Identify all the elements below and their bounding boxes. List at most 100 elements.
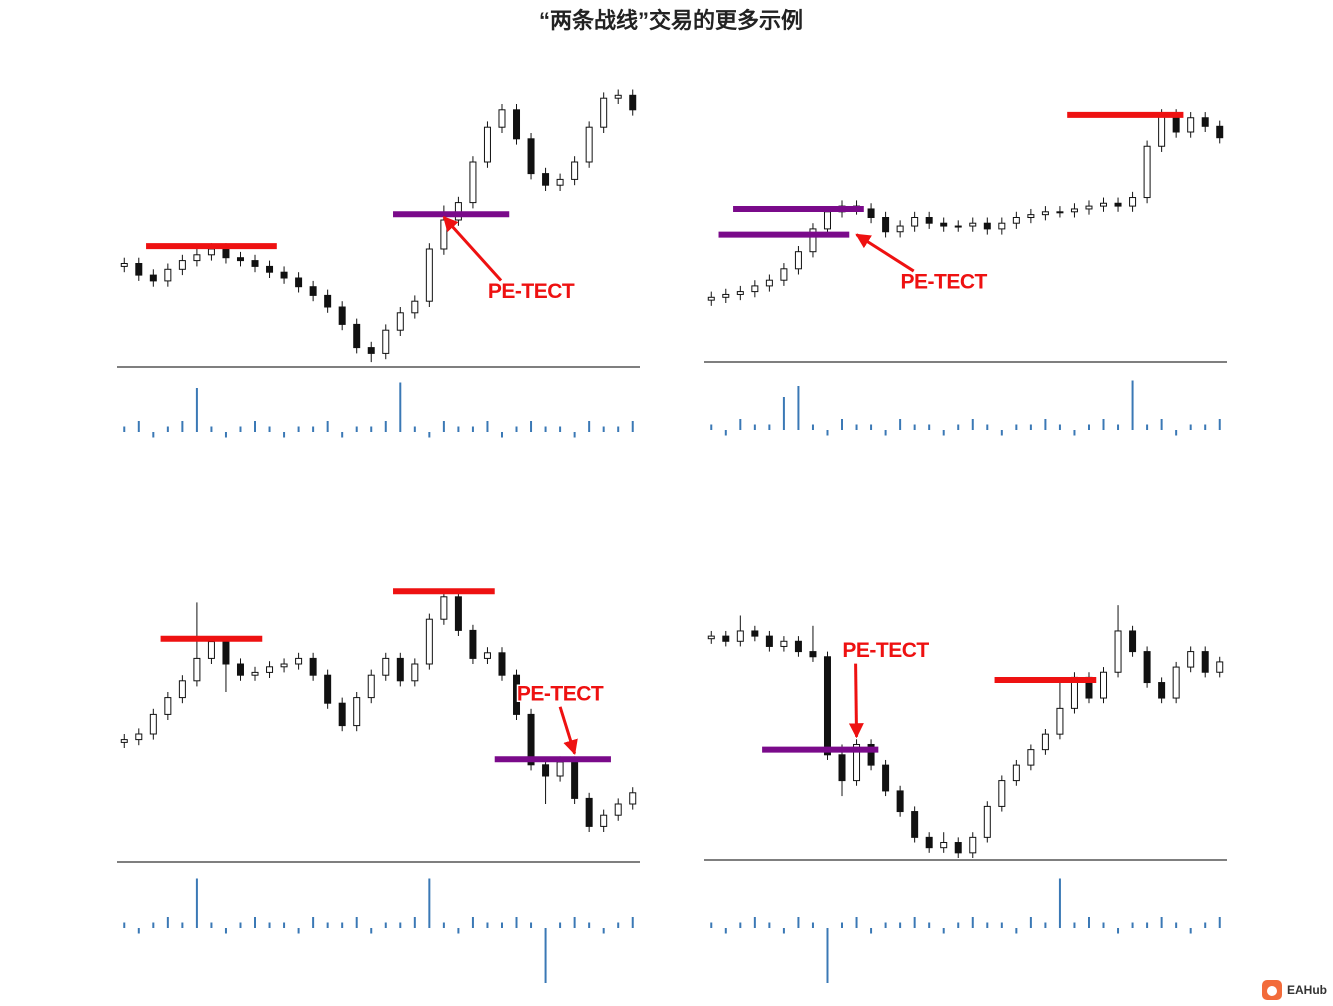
candle-body	[882, 217, 890, 233]
candle-body	[882, 764, 890, 792]
candle-body	[911, 811, 919, 838]
candle-body	[222, 248, 230, 259]
candle-body	[222, 641, 230, 665]
candle-body	[911, 217, 919, 227]
candle-body	[193, 254, 201, 262]
annotation-arrow	[848, 663, 864, 739]
candle-body	[780, 640, 788, 647]
candle-body	[1027, 214, 1035, 218]
candle-body	[382, 329, 390, 354]
candle-body	[736, 291, 744, 295]
candle-body	[896, 790, 904, 813]
candle-body	[425, 248, 433, 302]
candle-body	[120, 739, 128, 743]
candle-body	[629, 94, 637, 111]
candle-body	[411, 300, 419, 314]
candle-body	[207, 641, 215, 659]
candle-body	[954, 225, 962, 228]
candle-body	[1172, 666, 1180, 699]
candle-body	[178, 260, 186, 270]
candle-body	[266, 265, 274, 273]
candle-body	[1201, 117, 1209, 127]
candle-body	[411, 663, 419, 682]
candle-body	[1158, 682, 1166, 699]
candle-body	[794, 640, 802, 653]
candle-body	[925, 836, 933, 849]
candle-body	[1201, 651, 1209, 673]
candle-body	[280, 663, 288, 668]
candle-body	[1158, 114, 1166, 147]
candle-body	[765, 635, 773, 647]
candle-body	[867, 208, 875, 218]
candle-body	[353, 323, 361, 349]
candle-body	[556, 178, 564, 186]
candle-body	[164, 268, 172, 282]
candle-body	[1041, 211, 1049, 216]
annotation-arrow	[558, 706, 578, 756]
annotation-arrow	[855, 233, 915, 273]
candle-body	[454, 596, 462, 631]
candle-body	[498, 109, 506, 128]
candle-body	[266, 666, 274, 673]
candle-body	[440, 596, 448, 620]
candle-body	[823, 211, 831, 230]
candle-body	[135, 263, 143, 276]
candle-body	[236, 663, 244, 676]
candle-body	[1143, 651, 1151, 684]
candle-body	[396, 312, 404, 331]
candle-body	[896, 225, 904, 233]
candle-body	[722, 635, 730, 642]
candle-body	[707, 635, 715, 640]
candle-body	[1216, 125, 1224, 139]
candlestick-chart: PE-TECT	[117, 588, 640, 983]
candle-body	[178, 680, 186, 699]
candle-body	[1187, 651, 1195, 668]
candle-body	[614, 803, 622, 816]
annotation-text: PE-TECT	[901, 271, 988, 294]
candle-body	[983, 222, 991, 230]
candle-body	[396, 657, 404, 682]
candle-body	[1129, 197, 1137, 207]
candle-body	[1129, 630, 1137, 653]
candle-body	[164, 697, 172, 715]
candle-body	[469, 629, 477, 659]
candle-body	[1100, 202, 1108, 207]
candle-body	[542, 173, 550, 186]
candle-body	[149, 713, 157, 735]
candle-body	[207, 248, 215, 256]
candle-body	[1216, 661, 1224, 673]
candlestick-chart: PE-TECT	[117, 89, 640, 438]
candle-body	[367, 347, 375, 354]
candle-body	[1085, 205, 1093, 210]
candle-body	[135, 733, 143, 741]
candle-body	[483, 652, 491, 659]
candle-body	[809, 228, 817, 253]
annotation-arrow	[442, 215, 503, 282]
candle-body	[940, 842, 948, 849]
candle-body	[149, 274, 157, 282]
candle-body	[585, 126, 593, 163]
candle-body	[707, 296, 715, 301]
candle-body	[1114, 630, 1122, 673]
candlestick-chart: PE-TECT	[704, 109, 1227, 436]
candle-body	[280, 271, 288, 279]
annotation-text: PE-TECT	[842, 639, 929, 662]
logo: EAHub	[1262, 980, 1327, 1000]
candle-body	[794, 251, 802, 270]
candle-body	[513, 674, 521, 715]
candle-body	[1056, 211, 1064, 214]
candle-body	[1187, 117, 1195, 133]
candle-body	[513, 109, 521, 140]
candle-body	[556, 761, 564, 777]
candle-body	[469, 161, 477, 204]
candle-body	[600, 97, 608, 128]
candle-body	[527, 138, 535, 175]
candle-body	[571, 761, 579, 799]
candle-body	[309, 286, 317, 296]
candle-body	[324, 674, 332, 704]
candle-body	[309, 657, 317, 676]
candle-body	[571, 161, 579, 180]
candle-body	[1056, 707, 1064, 735]
candle-body	[998, 222, 1006, 230]
candle-body	[425, 618, 433, 665]
